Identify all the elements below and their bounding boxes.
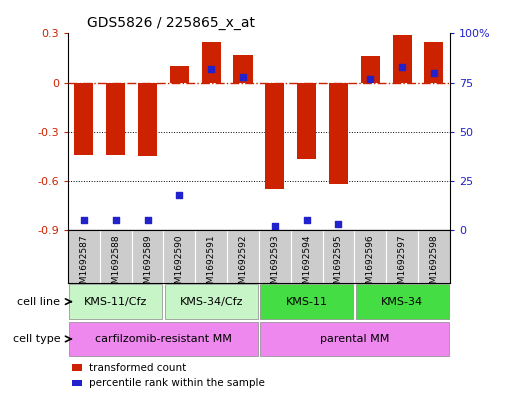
Text: KMS-34: KMS-34: [381, 297, 423, 307]
Bar: [260, 285, 353, 319]
Point: [79, 217, 88, 223]
Text: percentile rank within the sample: percentile rank within the sample: [89, 378, 265, 388]
Text: transformed count: transformed count: [89, 362, 186, 373]
Text: GSM1692592: GSM1692592: [238, 234, 247, 295]
Text: GSM1692590: GSM1692590: [175, 234, 184, 295]
Bar: [138, 83, 157, 156]
Text: GSM1692588: GSM1692588: [111, 234, 120, 295]
Bar: [392, 35, 412, 83]
Point: [430, 70, 438, 76]
Point: [302, 217, 311, 223]
Text: cell line: cell line: [17, 297, 60, 307]
Text: cell type: cell type: [13, 334, 60, 344]
Point: [207, 66, 215, 72]
Point: [334, 221, 343, 227]
Point: [270, 223, 279, 229]
Point: [111, 217, 120, 223]
Bar: [297, 83, 316, 160]
Bar: [69, 322, 258, 356]
Bar: [233, 55, 253, 83]
Point: [175, 191, 184, 198]
Bar: [361, 56, 380, 83]
Text: KMS-11: KMS-11: [286, 297, 327, 307]
Bar: [260, 322, 449, 356]
Point: [398, 64, 406, 70]
Text: GSM1692598: GSM1692598: [429, 234, 438, 295]
Bar: [424, 42, 444, 83]
Text: GSM1692596: GSM1692596: [366, 234, 375, 295]
Bar: [170, 66, 189, 83]
Point: [366, 75, 374, 82]
Bar: [265, 83, 285, 189]
Text: GSM1692597: GSM1692597: [397, 234, 406, 295]
Text: GSM1692587: GSM1692587: [79, 234, 88, 295]
Bar: [201, 42, 221, 83]
Bar: [72, 364, 83, 371]
Text: GSM1692591: GSM1692591: [207, 234, 215, 295]
Bar: [165, 285, 258, 319]
Bar: [356, 285, 449, 319]
Text: KMS-11/Cfz: KMS-11/Cfz: [84, 297, 147, 307]
Point: [239, 73, 247, 80]
Text: GDS5826 / 225865_x_at: GDS5826 / 225865_x_at: [87, 16, 255, 29]
Text: parental MM: parental MM: [320, 334, 389, 344]
Text: GSM1692595: GSM1692595: [334, 234, 343, 295]
Bar: [69, 285, 162, 319]
Text: KMS-34/Cfz: KMS-34/Cfz: [179, 297, 243, 307]
Point: [143, 217, 152, 223]
Bar: [74, 83, 94, 154]
Bar: [329, 83, 348, 184]
Text: carfilzomib-resistant MM: carfilzomib-resistant MM: [95, 334, 232, 344]
Text: GSM1692589: GSM1692589: [143, 234, 152, 295]
Bar: [72, 380, 83, 386]
Text: GSM1692593: GSM1692593: [270, 234, 279, 295]
Text: GSM1692594: GSM1692594: [302, 234, 311, 295]
Bar: [106, 83, 125, 154]
